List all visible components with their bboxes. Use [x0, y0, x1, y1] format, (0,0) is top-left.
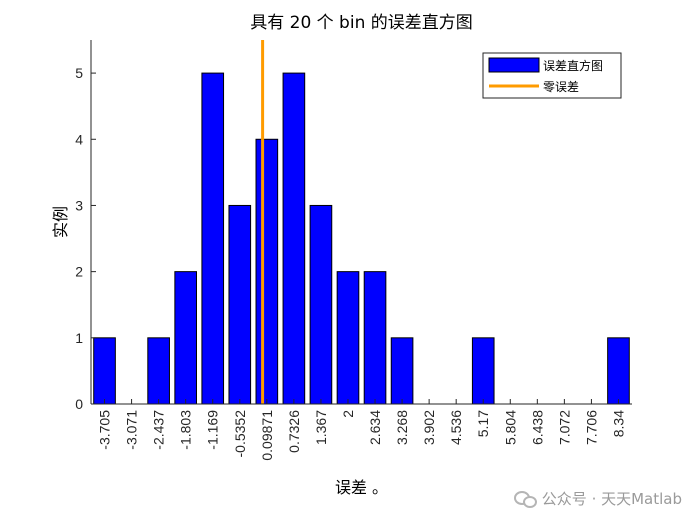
y-tick-label: 5: [75, 65, 83, 81]
y-tick-label: 0: [75, 396, 83, 412]
wechat-icon: [513, 490, 537, 508]
x-tick-label: 7.706: [583, 410, 599, 445]
x-tick-label: 6.438: [529, 410, 545, 445]
histogram-bar: [147, 337, 170, 405]
histogram-bar: [336, 271, 360, 405]
x-tick-label: 3.268: [394, 410, 410, 445]
x-tick-label: 0.7326: [286, 410, 302, 453]
x-tick-label: -1.803: [178, 410, 194, 450]
chart-title: 具有 20 个 bin 的误差直方图: [250, 13, 473, 33]
x-tick-label: 5.804: [502, 410, 518, 445]
x-tick-label: -0.5352: [232, 410, 248, 458]
x-tick-label: -3.705: [97, 410, 113, 450]
y-tick-label: 3: [75, 197, 83, 213]
y-axis-title: 实例: [51, 206, 70, 238]
legend-swatch-bar: [488, 57, 540, 73]
x-tick-label: -2.437: [151, 410, 167, 450]
histogram-bar: [471, 337, 495, 405]
histogram-bar: [174, 271, 197, 405]
histogram-bar: [228, 204, 252, 405]
histogram-bar: [309, 204, 333, 405]
x-tick-label: 0.09871: [259, 410, 275, 461]
histogram-bar: [255, 138, 279, 405]
x-tick-label: 2.634: [367, 410, 383, 445]
x-tick-label: 8.34: [610, 410, 626, 437]
x-tick-label: 2: [340, 410, 356, 418]
x-tick-label: 7.072: [556, 410, 572, 445]
histogram-bar: [93, 337, 116, 405]
histogram-bar: [363, 271, 387, 405]
x-tick-label: 3.902: [421, 410, 437, 445]
watermark: 公众号 · 天天Matlab: [513, 488, 682, 509]
y-tick-label: 4: [75, 131, 83, 147]
y-tick-label: 1: [75, 330, 83, 346]
histogram-bar: [201, 72, 225, 405]
x-tick-label: 4.536: [448, 410, 464, 445]
x-tick-label: 1.367: [313, 410, 329, 445]
histogram-bar: [607, 337, 630, 405]
watermark-text: 公众号 · 天天Matlab: [541, 490, 682, 508]
x-tick-label: -1.169: [205, 410, 221, 450]
histogram-bar: [390, 337, 414, 405]
x-tick-label: 5.17: [475, 410, 491, 437]
x-axis-title: 误差 。: [335, 478, 388, 497]
legend-label: 误差直方图: [543, 58, 603, 73]
legend-label: 零误差: [543, 80, 579, 94]
x-tick-label: -3.071: [124, 410, 140, 450]
histogram-bar: [282, 72, 306, 405]
y-tick-label: 2: [75, 264, 83, 280]
plot-area: 0 1 2 3 4 5 -3.705 -3.071 -2.437 -1.803 -1.169 -0.5…: [75, 40, 632, 461]
